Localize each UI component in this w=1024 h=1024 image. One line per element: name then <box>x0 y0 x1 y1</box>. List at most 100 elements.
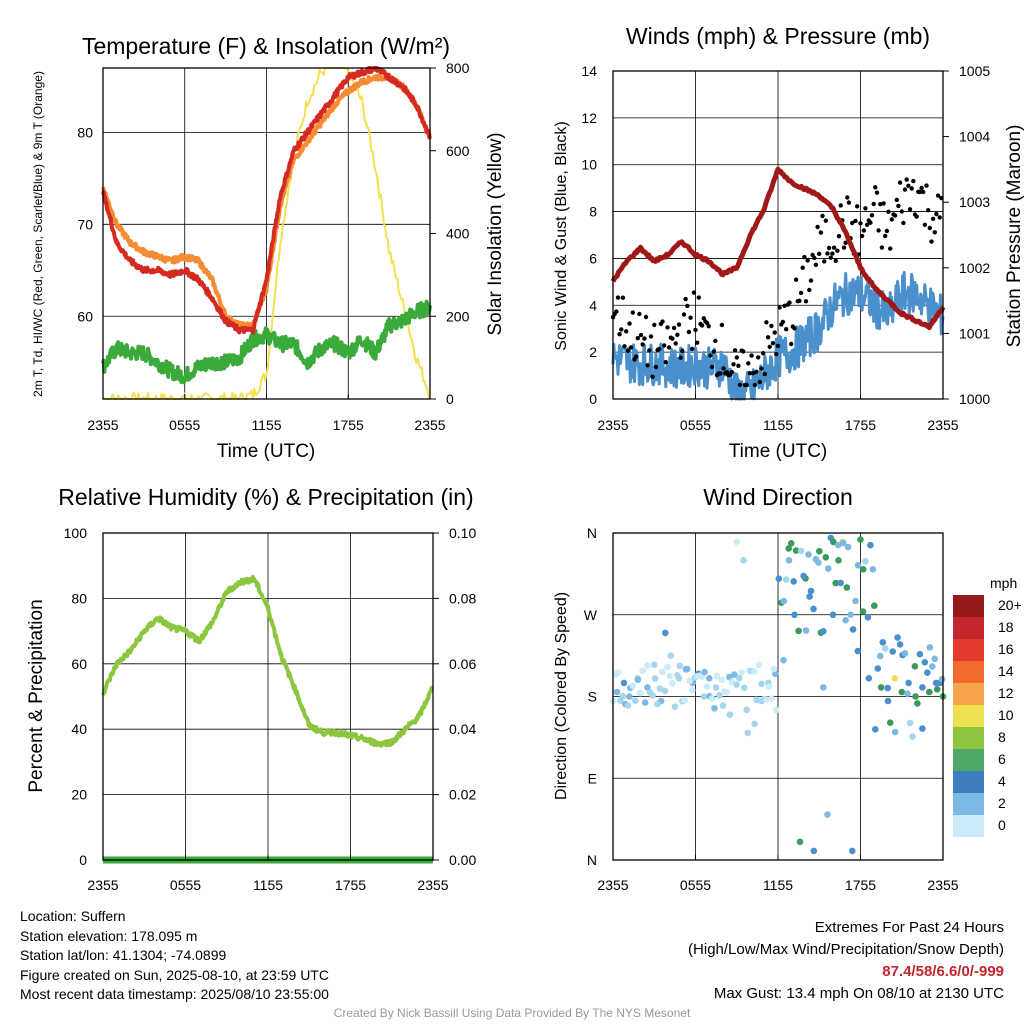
gust-point <box>751 371 756 376</box>
gust-point <box>807 287 812 293</box>
y-tick-label-right: 1001 <box>959 325 990 341</box>
direction-point <box>810 847 818 855</box>
direction-point <box>905 679 912 687</box>
gust-point <box>828 255 833 260</box>
direction-point <box>743 706 750 714</box>
gust-point <box>640 342 645 347</box>
gust-point <box>624 329 629 334</box>
direction-point <box>758 680 765 688</box>
gust-point <box>871 201 876 207</box>
direction-point <box>613 688 621 696</box>
gust-point <box>917 189 923 195</box>
gust-point <box>864 222 870 227</box>
gust-point <box>645 363 650 368</box>
direction-point <box>852 597 859 605</box>
x-tick-label: 1755 <box>335 877 366 893</box>
direction-point <box>773 706 780 714</box>
gust-point <box>614 309 619 314</box>
direction-point <box>824 811 831 818</box>
x-tick-label: 2355 <box>597 877 628 893</box>
sonic-wind-line <box>611 271 945 401</box>
direction-point <box>860 566 867 573</box>
direction-point <box>825 565 832 572</box>
temp-panel: Temperature (F) & Insolation (W/m²) 2355… <box>31 33 506 462</box>
gust-point <box>902 187 908 192</box>
direction-point <box>662 629 669 637</box>
direction-point <box>806 593 813 600</box>
direction-point <box>919 684 926 691</box>
legend-label: 14 <box>998 663 1014 679</box>
legend-label: 4 <box>998 773 1006 789</box>
x-tick-label: 2355 <box>597 417 628 433</box>
gust-point <box>868 220 873 225</box>
direction-point <box>849 847 856 855</box>
legend-swatch <box>953 595 984 617</box>
station-pressure-line <box>610 166 946 331</box>
x-tick-label: 1755 <box>845 417 876 433</box>
direction-point <box>938 675 946 683</box>
gust-point <box>675 332 680 337</box>
direction-point <box>859 608 867 615</box>
gust-point <box>914 214 919 219</box>
gust-point <box>749 353 754 358</box>
gust-point <box>686 329 692 335</box>
gust-point <box>838 203 843 208</box>
dir-series-layer <box>609 534 947 855</box>
gust-point <box>721 366 726 371</box>
direction-point <box>768 695 775 702</box>
gust-point <box>815 224 820 230</box>
x-tick-label: 0555 <box>680 417 711 433</box>
gust-point <box>777 305 782 310</box>
station-latlon: Station lat/lon: 41.1304; -74.0899 <box>20 947 227 963</box>
gust-point <box>663 360 668 365</box>
direction-point <box>644 684 651 691</box>
legend-label: 12 <box>998 685 1014 701</box>
direction-point <box>884 697 892 705</box>
legend-swatch <box>953 639 984 661</box>
dir-title: Wind Direction <box>703 484 853 510</box>
gust-point <box>744 382 749 388</box>
x-tick-label: 2355 <box>927 417 958 433</box>
y-tick-label-right: 0.08 <box>449 590 476 606</box>
wind-title: Winds (mph) & Pressure (mb) <box>626 23 930 49</box>
gust-point <box>619 327 624 332</box>
y-tick-label-right: 1000 <box>959 391 990 407</box>
y-tick-label-left: 80 <box>77 124 93 140</box>
direction-point <box>649 692 656 699</box>
y-tick-label-left: 4 <box>589 297 597 313</box>
direction-point <box>871 602 878 609</box>
y-tick-label-left: 0 <box>79 852 87 868</box>
gust-point <box>711 349 716 354</box>
gust-point <box>671 325 677 331</box>
relative-humidity-line <box>101 574 435 748</box>
direction-point <box>639 667 646 675</box>
direction-point <box>656 685 664 692</box>
direction-point <box>916 650 924 658</box>
gust-point <box>620 295 626 300</box>
direction-point <box>708 695 716 702</box>
recent-data-timestamp: Most recent data timestamp: 2025/08/10 2… <box>20 986 329 1002</box>
y-tick-label-left: 80 <box>71 590 87 606</box>
gust-point <box>628 345 634 350</box>
gust-point <box>693 327 698 333</box>
gust-point <box>650 374 655 379</box>
gust-point <box>696 295 701 300</box>
y-tick-label-left: E <box>588 770 597 786</box>
legend-label: 2 <box>998 795 1006 811</box>
gust-point <box>793 277 799 282</box>
gust-point <box>874 190 880 195</box>
gust-point <box>759 366 764 371</box>
dir-ylabel-left: Direction (Colored By Speed) <box>553 592 570 800</box>
y-tick-label-left: 40 <box>71 721 87 737</box>
direction-point <box>785 545 792 552</box>
direction-point <box>666 672 674 680</box>
gust-point <box>660 319 665 324</box>
direction-point <box>857 536 864 543</box>
gust-point <box>756 355 761 360</box>
x-tick-label: 1155 <box>253 877 283 893</box>
gust-point <box>676 322 682 327</box>
x-tick-label: 1755 <box>845 877 876 893</box>
gust-point <box>817 251 822 256</box>
extremes-block: Extremes For Past 24 Hours (High/Low/Max… <box>688 917 1004 1005</box>
x-tick-label: 1755 <box>333 417 364 433</box>
